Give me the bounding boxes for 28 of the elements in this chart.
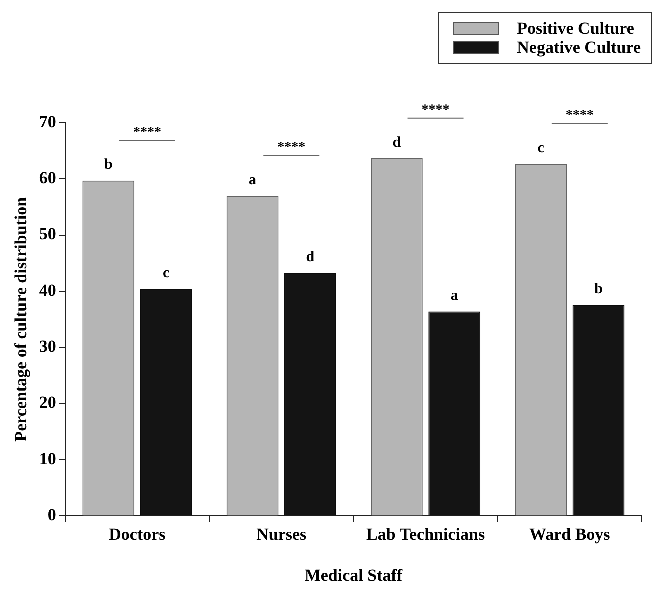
x-tick-label: Nurses — [256, 524, 308, 544]
x-tick-label: Doctors — [109, 524, 166, 544]
annotation: **** — [133, 125, 162, 140]
y-tick-label: 50 — [39, 224, 56, 244]
y-tick-label: 40 — [39, 280, 56, 300]
x-axis-title: Medical Staff — [304, 566, 403, 586]
y-tick-label: 60 — [39, 168, 56, 188]
data-label: c — [538, 140, 545, 156]
data-label: b — [594, 281, 603, 298]
y-tick-label: 30 — [39, 337, 56, 356]
y-tick-label: 10 — [39, 449, 56, 468]
x-tick-label: Lab Technicians — [366, 524, 486, 544]
y-axis-title: Percentage of culture distribution — [12, 196, 31, 442]
y-tick-label: 70 — [39, 112, 56, 132]
x-tick-label: Ward Boys — [530, 524, 611, 544]
data-label: d — [392, 134, 402, 151]
legend-label: Positive Culture — [517, 19, 634, 38]
data-label: b — [104, 157, 113, 174]
y-tick-label: 20 — [39, 393, 56, 412]
data-label: c — [162, 266, 170, 282]
legend-label: Negative Culture — [517, 38, 641, 57]
data-label: d — [306, 249, 316, 266]
data-label: a — [249, 172, 258, 188]
text: **** — [422, 102, 450, 118]
y-tick-label: 0 — [48, 506, 56, 525]
data-label: a — [450, 288, 459, 304]
annotation: **** — [566, 108, 594, 124]
annotation: **** — [278, 140, 306, 156]
